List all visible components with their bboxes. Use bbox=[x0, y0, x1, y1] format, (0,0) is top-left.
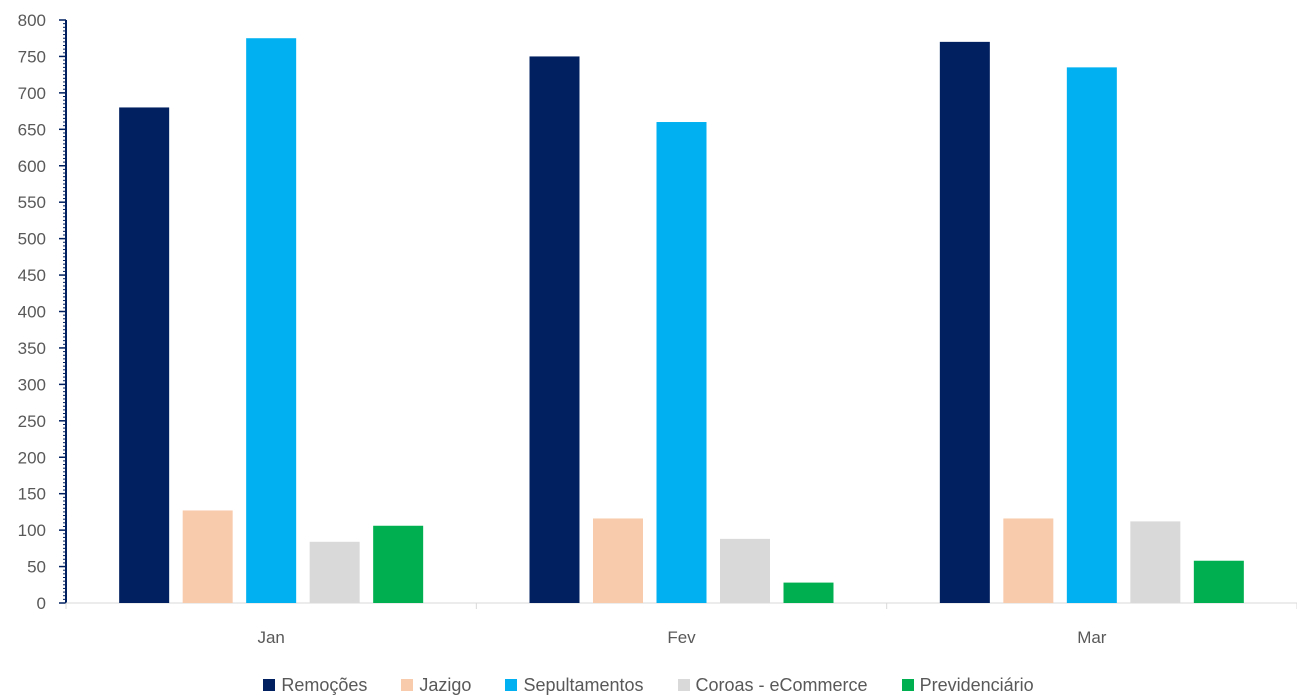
y-tick-label: 100 bbox=[18, 521, 46, 540]
y-tick-label: 600 bbox=[18, 157, 46, 176]
x-tick-label: Jan bbox=[257, 628, 284, 647]
bar-sepultamentos-fev bbox=[657, 122, 707, 603]
bar-coroas-ecommerce-mar bbox=[1130, 521, 1180, 603]
bar-remo-es-fev bbox=[530, 56, 580, 603]
y-tick-label: 550 bbox=[18, 193, 46, 212]
legend-label: Coroas - eCommerce bbox=[696, 675, 868, 696]
bar-previdenci-rio-jan bbox=[373, 526, 423, 603]
y-tick-label: 200 bbox=[18, 448, 46, 467]
legend-swatch bbox=[401, 679, 413, 691]
y-tick-label: 250 bbox=[18, 412, 46, 431]
y-tick-label: 500 bbox=[18, 230, 46, 249]
y-tick-label: 450 bbox=[18, 266, 46, 285]
legend-label: Sepultamentos bbox=[523, 675, 643, 696]
y-tick-label: 300 bbox=[18, 375, 46, 394]
legend-item: Jazigo bbox=[401, 675, 471, 696]
y-tick-label: 50 bbox=[27, 558, 46, 577]
x-axis: Jan Fev Mar bbox=[66, 603, 1297, 647]
x-tick-label: Fev bbox=[667, 628, 696, 647]
legend-swatch bbox=[678, 679, 690, 691]
legend: Remoções Jazigo Sepultamentos Coroas - eCom… bbox=[0, 672, 1297, 698]
legend-item: Previdenciário bbox=[902, 675, 1034, 696]
y-tick-label: 400 bbox=[18, 303, 46, 322]
bar-remo-es-jan bbox=[119, 107, 169, 603]
bar-jazigo-mar bbox=[1003, 518, 1053, 603]
bar-sepultamentos-jan bbox=[246, 38, 296, 603]
legend-swatch bbox=[505, 679, 517, 691]
bar-jazigo-fev bbox=[593, 518, 643, 603]
legend-swatch bbox=[902, 679, 914, 691]
y-tick-label: 700 bbox=[18, 84, 46, 103]
legend-label: Jazigo bbox=[419, 675, 471, 696]
bar-remo-es-mar bbox=[940, 42, 990, 603]
bar-coroas-ecommerce-fev bbox=[720, 539, 770, 603]
legend-swatch bbox=[263, 679, 275, 691]
bars bbox=[119, 38, 1244, 603]
bar-coroas-ecommerce-jan bbox=[310, 542, 360, 603]
y-tick-label: 750 bbox=[18, 47, 46, 66]
legend-item: Remoções bbox=[263, 675, 367, 696]
x-tick-label: Mar bbox=[1077, 628, 1107, 647]
legend-item: Sepultamentos bbox=[505, 675, 643, 696]
y-tick-label: 0 bbox=[37, 594, 46, 613]
y-tick-label: 650 bbox=[18, 120, 46, 139]
legend-item: Coroas - eCommerce bbox=[678, 675, 868, 696]
bar-previdenci-rio-fev bbox=[784, 583, 834, 603]
bar-previdenci-rio-mar bbox=[1194, 561, 1244, 603]
y-tick-label: 350 bbox=[18, 339, 46, 358]
bar-sepultamentos-mar bbox=[1067, 67, 1117, 603]
legend-label: Remoções bbox=[281, 675, 367, 696]
y-tick-label: 150 bbox=[18, 485, 46, 504]
bar-jazigo-jan bbox=[183, 510, 233, 603]
y-tick-label: 800 bbox=[18, 11, 46, 30]
legend-label: Previdenciário bbox=[920, 675, 1034, 696]
y-axis: 0 50 100 150 200 250 300 350 400 450 500 550 600 650 7… bbox=[18, 11, 66, 613]
